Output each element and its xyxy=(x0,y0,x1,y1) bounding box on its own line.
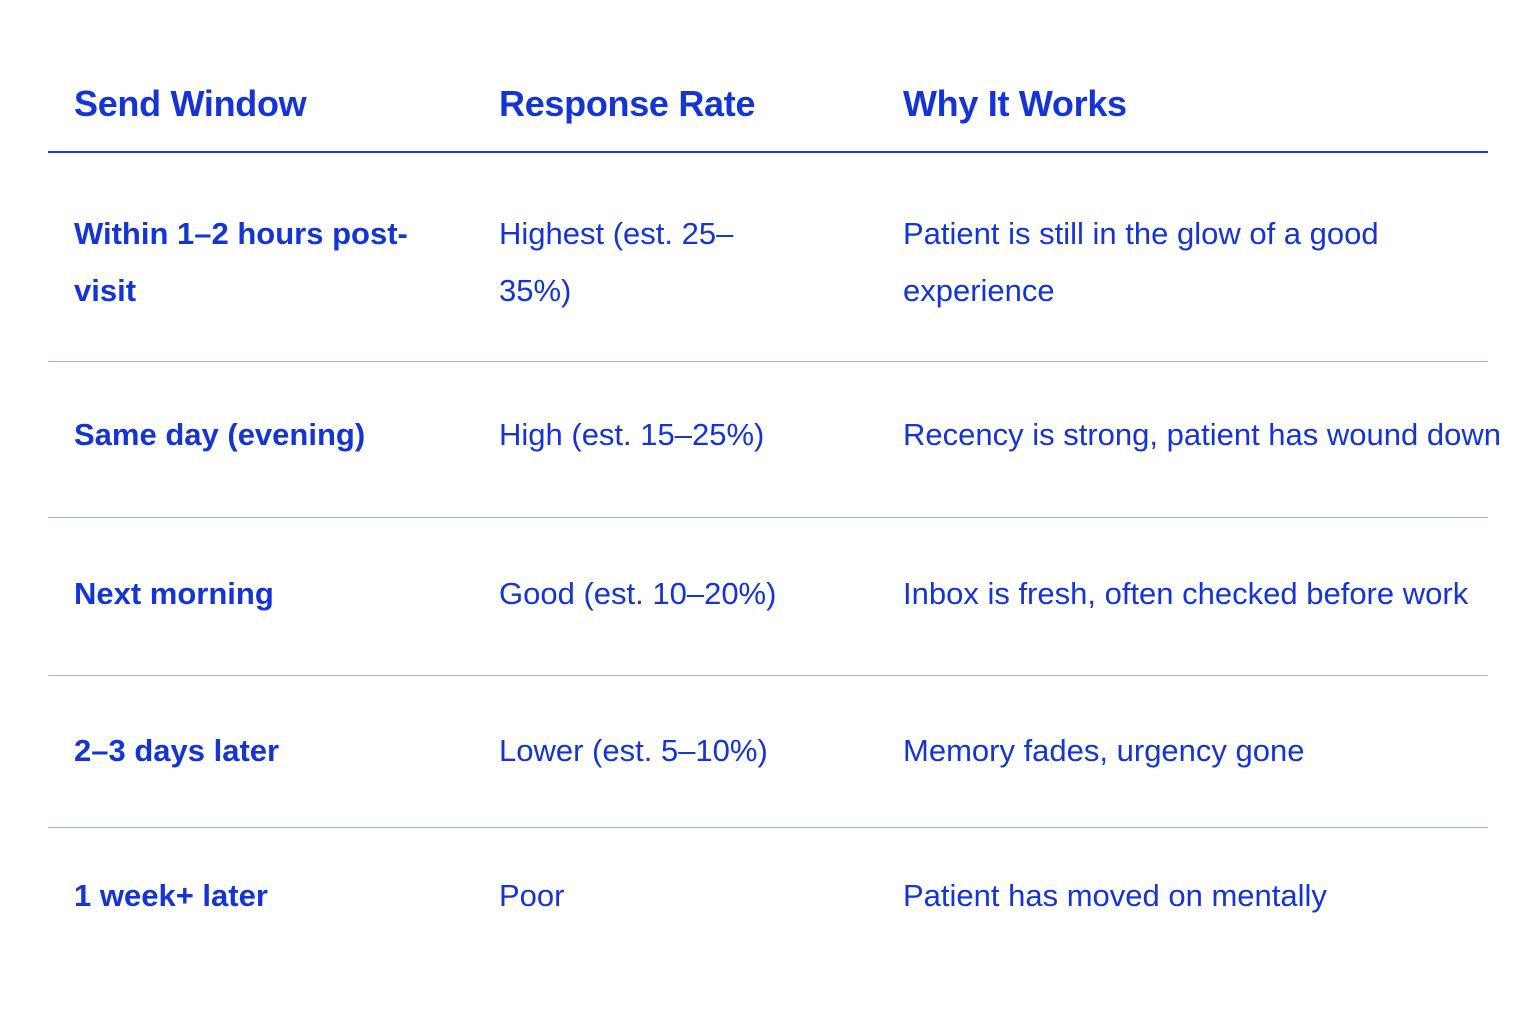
cell-send-window: Within 1–2 hours post-visit xyxy=(74,216,408,308)
cell-why-it-works: Recency is strong, patient has wound dow… xyxy=(903,417,1501,452)
cell-send-window: Same day (evening) xyxy=(74,417,366,452)
cell-response-rate: Good (est. 10–20%) xyxy=(499,576,777,611)
cell-response-rate: Highest (est. 25–35%) xyxy=(499,216,734,308)
cell-why-it-works: Patient is still in the glow of a good e… xyxy=(903,216,1379,308)
cell-send-window: Next morning xyxy=(74,576,274,611)
table-row: Same day (evening) High (est. 15–25%) Re… xyxy=(48,362,1501,518)
header-response-rate: Response Rate xyxy=(499,83,756,124)
cell-why-it-works: Inbox is fresh, often checked before wor… xyxy=(903,576,1469,611)
cell-send-window: 1 week+ later xyxy=(74,878,268,913)
table-header: Send Window Response Rate Why It Works xyxy=(48,0,1488,153)
header-send-window: Send Window xyxy=(74,83,307,124)
table-row: 1 week+ later Poor Patient has moved on … xyxy=(48,828,1488,978)
cell-response-rate: Poor xyxy=(499,878,565,913)
timing-table: Send Window Response Rate Why It Works W… xyxy=(48,0,1501,978)
table-row: Next morning Good (est. 10–20%) Inbox is… xyxy=(48,518,1488,676)
cell-response-rate: Lower (est. 5–10%) xyxy=(499,733,768,768)
cell-why-it-works: Memory fades, urgency gone xyxy=(903,733,1305,768)
cell-send-window: 2–3 days later xyxy=(74,733,280,768)
cell-why-it-works: Patient has moved on mentally xyxy=(903,878,1327,913)
cell-response-rate: High (est. 15–25%) xyxy=(499,417,765,452)
table-row: Within 1–2 hours post-visit Highest (est… xyxy=(48,153,1488,362)
table-row: 2–3 days later Lower (est. 5–10%) Memory… xyxy=(48,676,1488,828)
header-why-it-works: Why It Works xyxy=(903,83,1127,124)
